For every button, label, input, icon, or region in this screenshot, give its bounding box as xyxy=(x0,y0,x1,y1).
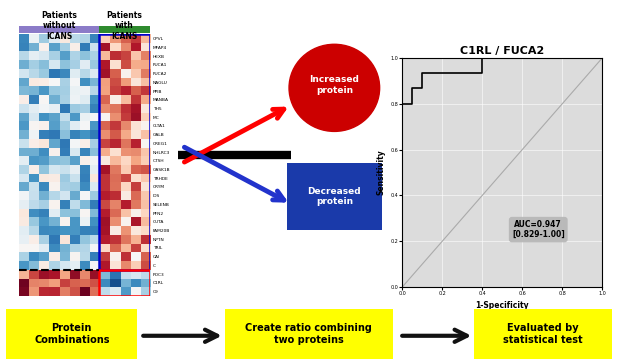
FancyBboxPatch shape xyxy=(287,163,382,230)
Text: Create ratio combining
two proteins: Create ratio combining two proteins xyxy=(245,323,373,345)
Text: Patients
with
ICANS: Patients with ICANS xyxy=(107,11,142,41)
Y-axis label: Sensitivity: Sensitivity xyxy=(376,150,385,195)
Ellipse shape xyxy=(289,44,379,131)
X-axis label: 1-Specificity: 1-Specificity xyxy=(475,302,529,310)
Bar xyxy=(99,270,150,296)
Text: Decreased
protein: Decreased protein xyxy=(308,187,361,207)
Title: C1RL / FUCA2: C1RL / FUCA2 xyxy=(460,46,545,56)
Text: Patients
without
ICANS: Patients without ICANS xyxy=(41,11,77,41)
Text: Evaluated by
statistical test: Evaluated by statistical test xyxy=(503,323,583,345)
Bar xyxy=(99,34,150,270)
Text: Increased
protein: Increased protein xyxy=(310,75,359,95)
Text: AUC=0.947
[0.829-1.00]: AUC=0.947 [0.829-1.00] xyxy=(512,220,565,239)
Text: Protein
Combinations: Protein Combinations xyxy=(34,323,109,345)
